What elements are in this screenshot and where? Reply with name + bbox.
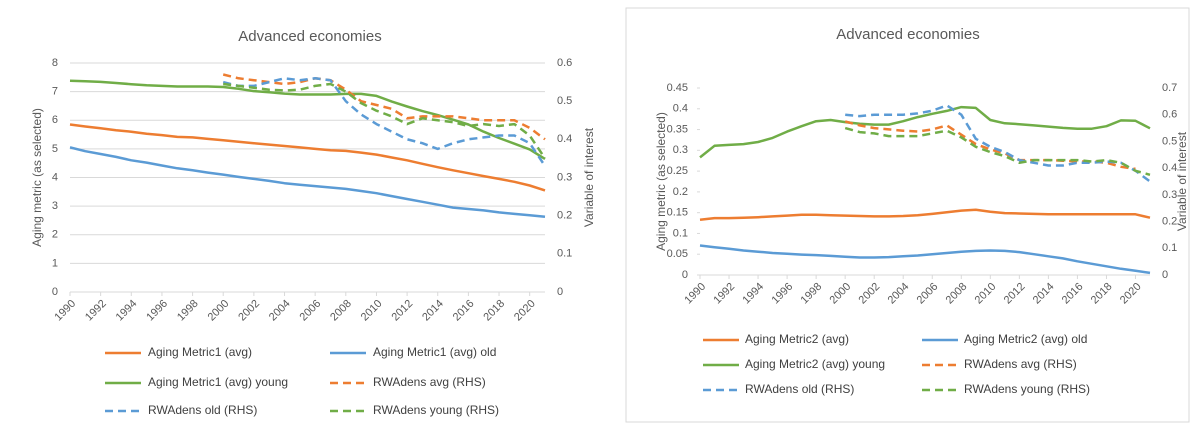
chart-title: Advanced economies bbox=[836, 26, 979, 43]
y-tick-label: 0.05 bbox=[667, 248, 688, 260]
y2-tick-label: 0.1 bbox=[557, 248, 572, 260]
y2-tick-label: 0.2 bbox=[1162, 215, 1177, 227]
legend-label: Aging Metric1 (avg) old bbox=[373, 345, 496, 359]
x-tick-label: 2008 bbox=[328, 298, 354, 324]
y-axis-title: Aging metric (as selected) bbox=[30, 108, 44, 247]
y-tick-label: 6 bbox=[52, 114, 58, 126]
x-tick-label: 2016 bbox=[1060, 281, 1086, 307]
y-tick-label: 7 bbox=[52, 86, 58, 98]
x-tick-label: 1998 bbox=[799, 281, 825, 307]
y2-tick-label: 0.1 bbox=[1162, 242, 1177, 254]
x-tick-label: 1994 bbox=[114, 298, 140, 324]
y2-tick-label: 0.5 bbox=[1162, 135, 1177, 147]
y-tick-label: 3 bbox=[52, 200, 58, 212]
y-tick-label: 8 bbox=[52, 57, 58, 69]
x-tick-label: 2016 bbox=[451, 298, 477, 324]
y-tick-label: 0.25 bbox=[667, 165, 688, 177]
y2-tick-label: 0.5 bbox=[557, 95, 572, 107]
legend-label: RWAdens avg (RHS) bbox=[373, 375, 486, 389]
y-tick-label: 0 bbox=[682, 269, 688, 281]
x-tick-label: 2010 bbox=[359, 298, 385, 324]
y-tick-label: 4 bbox=[52, 171, 58, 183]
y2-tick-label: 0.3 bbox=[1162, 189, 1177, 201]
y2-tick-label: 0 bbox=[1162, 269, 1168, 281]
y2-tick-label: 0 bbox=[557, 286, 563, 298]
legend-label: RWAdens old (RHS) bbox=[148, 403, 257, 417]
legend-label: Aging Metric2 (avg) old bbox=[964, 332, 1087, 346]
x-tick-label: 1992 bbox=[83, 298, 109, 324]
y2-tick-label: 0.7 bbox=[1162, 82, 1177, 94]
y-tick-label: 0.15 bbox=[667, 207, 688, 219]
series-line bbox=[222, 77, 547, 167]
y2-tick-label: 0.3 bbox=[557, 171, 572, 183]
y-axis-title: Aging metric (as selected) bbox=[654, 112, 668, 251]
y-tick-label: 0.3 bbox=[673, 144, 688, 156]
x-tick-label: 1998 bbox=[175, 298, 201, 324]
series-line bbox=[844, 126, 1151, 177]
series-line bbox=[699, 244, 1151, 275]
x-tick-label: 2006 bbox=[915, 281, 941, 307]
x-tick-label: 2018 bbox=[481, 298, 507, 324]
x-tick-label: 2012 bbox=[389, 298, 415, 324]
y-tick-label: 5 bbox=[52, 143, 58, 155]
series-line bbox=[699, 208, 1151, 221]
x-tick-label: 2004 bbox=[267, 298, 293, 324]
legend-label: Aging Metric2 (avg) young bbox=[745, 357, 885, 371]
legend-label: RWAdens young (RHS) bbox=[964, 382, 1090, 396]
x-tick-label: 2006 bbox=[298, 298, 324, 324]
x-tick-label: 2012 bbox=[1002, 281, 1028, 307]
series-line bbox=[69, 146, 546, 218]
series-line bbox=[223, 82, 547, 160]
legend-label: RWAdens young (RHS) bbox=[373, 403, 499, 417]
legend-label: RWAdens avg (RHS) bbox=[964, 357, 1077, 371]
y2-tick-label: 0.6 bbox=[1162, 109, 1177, 121]
y-tick-label: 0.1 bbox=[673, 227, 688, 239]
x-tick-label: 1996 bbox=[769, 281, 795, 307]
y2-tick-label: 0.4 bbox=[1162, 162, 1177, 174]
x-tick-label: 2010 bbox=[973, 281, 999, 307]
legend-label: Aging Metric1 (avg) young bbox=[148, 375, 288, 389]
chart-border bbox=[625, 7, 1190, 423]
series-line bbox=[222, 73, 546, 141]
y2-tick-label: 0.6 bbox=[557, 57, 572, 69]
x-tick-label: 2004 bbox=[886, 281, 912, 307]
y2-axis-title: Variable of interest bbox=[582, 127, 596, 227]
x-tick-label: 1990 bbox=[682, 281, 708, 307]
x-tick-label: 2014 bbox=[420, 298, 446, 324]
x-tick-label: 2008 bbox=[944, 281, 970, 307]
y-tick-label: 0.4 bbox=[673, 103, 688, 115]
x-tick-label: 2000 bbox=[206, 298, 232, 324]
x-tick-label: 2020 bbox=[512, 298, 538, 324]
x-tick-label: 2002 bbox=[857, 281, 883, 307]
x-tick-label: 1994 bbox=[740, 281, 766, 307]
series-line bbox=[845, 104, 1151, 183]
x-tick-label: 1996 bbox=[144, 298, 170, 324]
x-tick-label: 1990 bbox=[52, 298, 78, 324]
y-tick-label: 0.35 bbox=[667, 123, 688, 135]
legend-label: Aging Metric1 (avg) bbox=[148, 345, 252, 359]
legend-label: Aging Metric2 (avg) bbox=[745, 332, 849, 346]
series-line bbox=[69, 123, 546, 192]
y-tick-label: 0.2 bbox=[673, 186, 688, 198]
series-line bbox=[699, 105, 1151, 159]
y2-tick-label: 0.2 bbox=[557, 210, 572, 222]
y2-axis-title: Variable of interest bbox=[1175, 131, 1189, 231]
x-tick-label: 2018 bbox=[1089, 281, 1115, 307]
x-tick-label: 2020 bbox=[1118, 281, 1144, 307]
x-tick-label: 2002 bbox=[236, 298, 262, 324]
x-tick-label: 2000 bbox=[828, 281, 854, 307]
y-tick-label: 0.45 bbox=[667, 82, 688, 94]
y2-tick-label: 0.4 bbox=[557, 133, 572, 145]
y-tick-label: 0 bbox=[52, 286, 58, 298]
y-tick-label: 1 bbox=[52, 257, 58, 269]
chart-title: Advanced economies bbox=[238, 28, 381, 45]
legend-label: RWAdens old (RHS) bbox=[745, 382, 854, 396]
y-tick-label: 2 bbox=[52, 229, 58, 241]
series-line bbox=[69, 79, 546, 160]
x-tick-label: 2014 bbox=[1031, 281, 1057, 307]
x-tick-label: 1992 bbox=[711, 281, 737, 307]
